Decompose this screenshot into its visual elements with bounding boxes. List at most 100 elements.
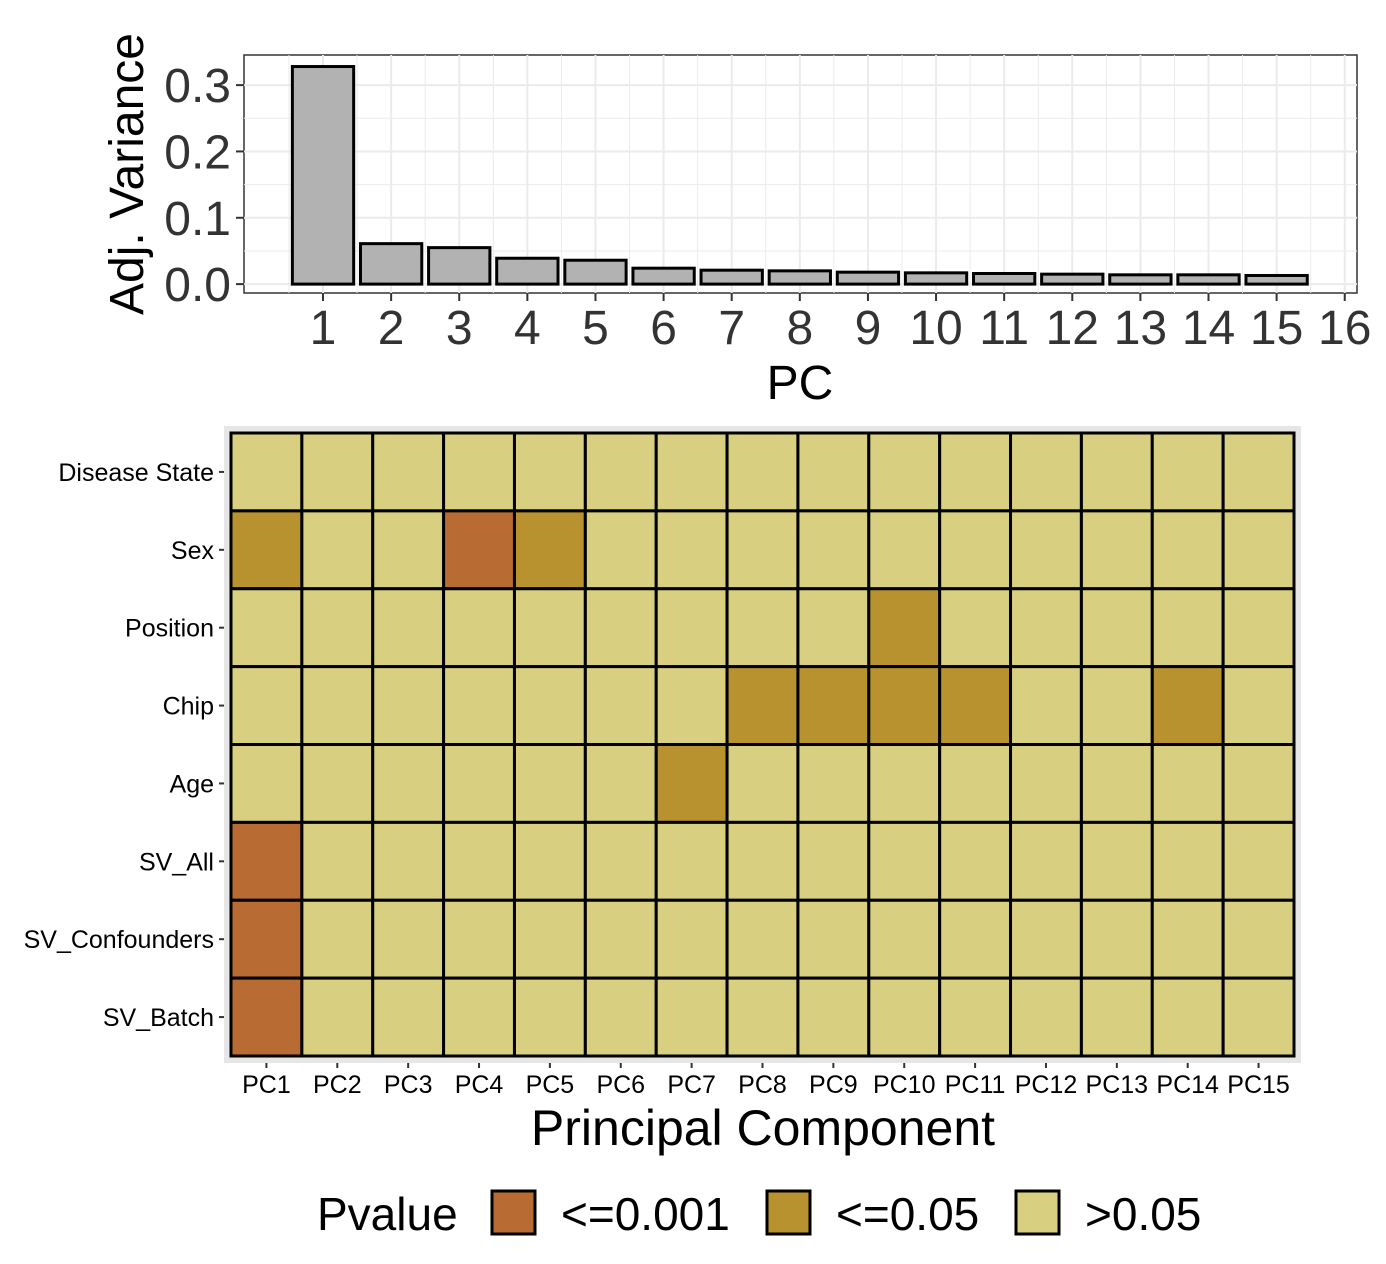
heatmap-cell [796, 587, 871, 669]
heatmap-cell [1009, 509, 1083, 591]
bar-y-tick-label: 0.0 [164, 259, 231, 312]
heatmap-cell [796, 743, 871, 824]
legend-label: >0.05 [1085, 1188, 1201, 1240]
heatmap-cell [300, 509, 375, 591]
heatmap-cell [300, 820, 375, 902]
heatmap-cell [583, 509, 658, 591]
bar-chart-bars [290, 65, 1309, 286]
heatmap-cell [796, 665, 871, 746]
heatmap-cell [725, 431, 800, 513]
heatmap-cell [725, 743, 800, 824]
heatmap-cell [442, 820, 516, 902]
heatmap-cell [796, 431, 871, 513]
bar [1040, 272, 1105, 286]
heatmap-cell [867, 509, 942, 591]
heatmap-cell [796, 976, 871, 1058]
heatmap-cell [938, 665, 1013, 746]
heatmap-cell [1150, 431, 1225, 513]
heatmap-x-tick-label: PC10 [873, 1071, 936, 1099]
heatmap-cell [229, 820, 304, 902]
heatmap-cell [1150, 743, 1225, 824]
heatmap-cell [371, 898, 446, 980]
bar [290, 65, 356, 286]
heatmap-cell [229, 743, 304, 824]
heatmap-x-tick-label: PC1 [242, 1071, 291, 1099]
bar-y-tick-label: 0.1 [164, 193, 231, 246]
bar [699, 268, 764, 286]
heatmap-cell [1150, 665, 1225, 746]
legend-items: <=0.001 <=0.05 >0.05 [490, 1188, 1201, 1240]
heatmap-cell [1221, 587, 1296, 669]
heatmap-cell [1150, 976, 1225, 1058]
legend-key [490, 1189, 537, 1236]
heatmap-y-tick-label: Sex [171, 537, 215, 565]
heatmap-cell [938, 587, 1013, 669]
bar [903, 271, 969, 286]
heatmap-cell [300, 587, 375, 669]
heatmap-cell [938, 509, 1013, 591]
heatmap-cell [300, 665, 375, 746]
heatmap-cell [725, 665, 800, 746]
heatmap-cell [1009, 743, 1083, 824]
heatmap-x-tick-label: PC2 [313, 1071, 362, 1099]
heatmap-cell [1079, 976, 1154, 1058]
bar [631, 266, 696, 286]
bar-chart-y-ticks: 0.0 0.1 0.2 0.3 [164, 60, 244, 312]
heatmap-cell [300, 743, 375, 824]
heatmap-cell [654, 743, 729, 824]
heatmap: Disease State Sex Position Chip Age SV_All SV_… [24, 426, 1301, 1156]
heatmap-cell [442, 587, 516, 669]
heatmap-cell [229, 665, 304, 746]
bar-x-tick-label: 4 [514, 302, 541, 355]
heatmap-cell [583, 743, 658, 824]
heatmap-cell [442, 976, 516, 1058]
heatmap-y-tick-label: Chip [163, 693, 214, 721]
heatmap-cell [938, 898, 1013, 980]
bar-x-tick-label: 16 [1318, 302, 1371, 355]
heatmap-cell [1221, 665, 1296, 746]
heatmap-cell [1009, 976, 1083, 1058]
heatmap-cell [371, 431, 446, 513]
heatmap-cell [1079, 587, 1154, 669]
heatmap-cell [938, 743, 1013, 824]
heatmap-cell [229, 587, 304, 669]
heatmap-cell [654, 509, 729, 591]
bar [767, 269, 832, 286]
heatmap-cell [512, 976, 587, 1058]
heatmap-cell [371, 976, 446, 1058]
heatmap-y-tick-label: Age [170, 770, 214, 798]
heatmap-x-tick-label: PC8 [738, 1071, 787, 1099]
heatmap-cell [1079, 431, 1154, 513]
heatmap-cell [583, 898, 658, 980]
heatmap-cell [867, 587, 942, 669]
heatmap-cell [867, 431, 942, 513]
heatmap-cell [1221, 820, 1296, 902]
heatmap-cell [229, 898, 304, 980]
bar-x-tick-label: 15 [1250, 302, 1303, 355]
heatmap-x-tick-label: PC7 [667, 1071, 716, 1099]
bar-x-tick-label: 9 [855, 302, 882, 355]
heatmap-cell [583, 820, 658, 902]
bar-y-tick-label: 0.3 [164, 60, 231, 113]
heatmap-cell [796, 898, 871, 980]
heatmap-cell [300, 431, 375, 513]
heatmap-cell [1221, 898, 1296, 980]
heatmap-cell [300, 976, 375, 1058]
heatmap-cells [229, 431, 1296, 1058]
bar [1244, 273, 1309, 286]
heatmap-cell [512, 898, 587, 980]
heatmap-cell [1221, 431, 1296, 513]
bar [427, 246, 492, 286]
bar [1176, 273, 1241, 286]
bar-chart-x-ticks: 1 2 3 4 5 6 7 8 9 10 11 12 13 14 15 16 [310, 293, 1371, 355]
heatmap-cell [1009, 431, 1083, 513]
heatmap-cell [229, 431, 304, 513]
heatmap-cell [1150, 820, 1225, 902]
heatmap-cell [371, 509, 446, 591]
heatmap-cell [583, 587, 658, 669]
bar-y-tick-label: 0.2 [164, 126, 231, 179]
heatmap-cell [654, 820, 729, 902]
heatmap-cell [583, 665, 658, 746]
heatmap-x-tick-label: PC5 [526, 1071, 575, 1099]
